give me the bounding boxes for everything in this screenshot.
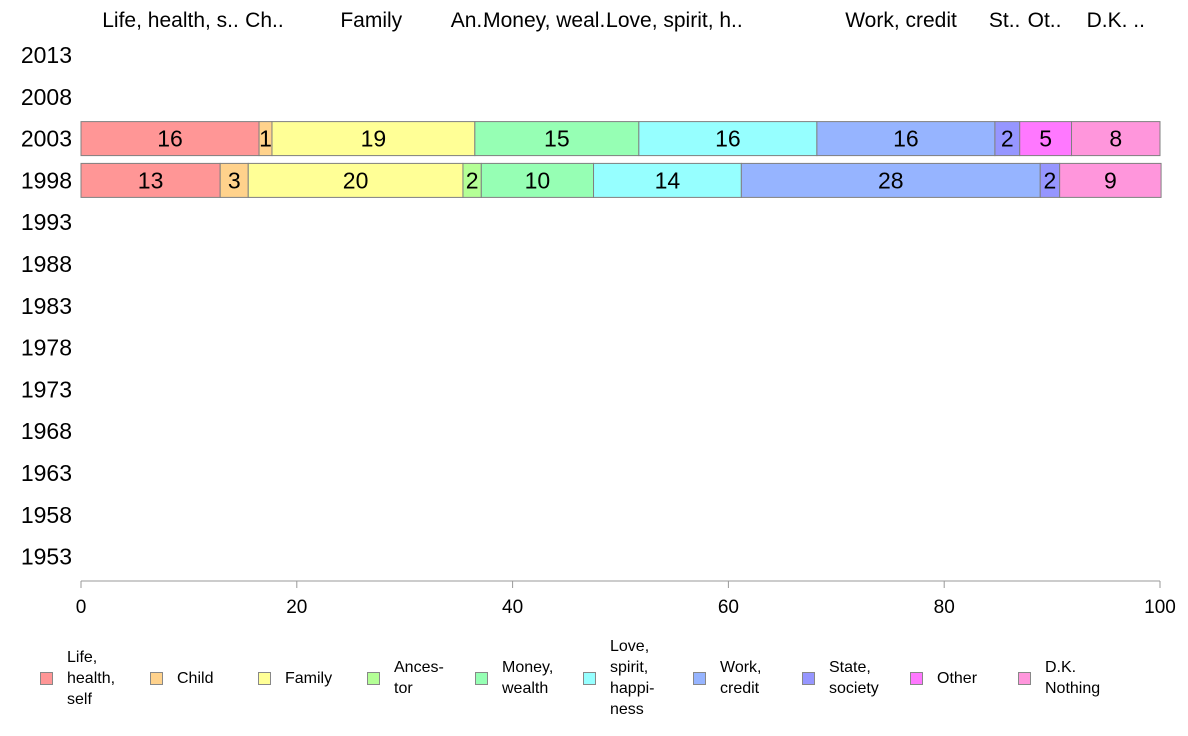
- legend-item: Life, health, self: [40, 628, 115, 728]
- year-label: 2008: [21, 84, 72, 110]
- bar-segment: [247, 162, 464, 198]
- legend-item: Love, spirit, happi- ness: [583, 628, 654, 728]
- bar-value-label: 9: [1104, 167, 1117, 193]
- bars: 16 1 19 15 16 16 2 5 813 3 20 2 10 14 28 2 9: [80, 121, 1162, 198]
- legend-swatch: [910, 671, 923, 685]
- year-label: 1998: [21, 167, 72, 193]
- bar-value-label: 1: [259, 126, 272, 152]
- year-label: 1968: [21, 418, 72, 444]
- bar-value-label: 2: [1001, 126, 1014, 152]
- year-label: 1978: [21, 335, 72, 361]
- bar-segment: [480, 162, 595, 198]
- x-axis: 0 20 40 60 80 100: [76, 580, 1176, 618]
- legend-label: Work, credit: [720, 659, 762, 697]
- bar-segment: [1071, 121, 1161, 157]
- x-tick-label: 0: [76, 597, 87, 618]
- year-label: 1983: [21, 293, 72, 319]
- column-header: Money, weal..: [483, 9, 611, 32]
- column-header: D.K. ..: [1087, 9, 1145, 32]
- legend-item: Ances- tor: [367, 628, 444, 728]
- x-tick-label: 40: [502, 597, 523, 618]
- bar-value-label: 15: [544, 126, 570, 152]
- legend-label: Other: [937, 669, 978, 687]
- bar-value-label: 28: [878, 167, 904, 193]
- bar-row-1998: 13 3 20 2 10 14 28 2 9: [80, 162, 1162, 198]
- bar-segment: [1059, 162, 1162, 198]
- legend-swatch: [258, 671, 271, 685]
- legend-item: Family: [258, 628, 332, 728]
- year-label: 1993: [21, 209, 72, 235]
- x-tick-label: 60: [718, 597, 739, 618]
- bar-value-label: 13: [138, 167, 164, 193]
- legend-swatch: [40, 671, 53, 685]
- legend-label: Love, spirit, happi- ness: [610, 638, 655, 718]
- bar-value-label: 19: [361, 126, 387, 152]
- column-header: An..: [451, 9, 488, 32]
- column-header: St..: [989, 9, 1021, 32]
- legend-label: Ances- tor: [394, 659, 444, 697]
- bar-value-label: 8: [1109, 126, 1122, 152]
- year-label: 1973: [21, 376, 72, 402]
- column-header: Ch..: [245, 9, 284, 32]
- legend-swatch: [150, 671, 163, 685]
- column-header: Love, spirit, h..: [606, 9, 743, 32]
- year-label: 2013: [21, 42, 72, 68]
- column-header: Ot..: [1028, 9, 1062, 32]
- legend-swatch: [1018, 671, 1031, 685]
- legend-item: Other: [910, 628, 977, 728]
- year-label: 1958: [21, 502, 72, 528]
- legend-swatch: [693, 671, 706, 685]
- legend: Life, health, self Child Family Ances- tor M…: [0, 628, 1188, 728]
- year-label: 1963: [21, 460, 72, 486]
- legend-item: Work, credit: [693, 628, 761, 728]
- bar-segment: [80, 162, 221, 198]
- bar-value-label: 20: [343, 167, 369, 193]
- legend-item: D.K. Nothing: [1018, 628, 1100, 728]
- bar-value-label: 16: [715, 126, 741, 152]
- bar-value-label: 16: [893, 126, 919, 152]
- bar-segment: [816, 121, 996, 157]
- bar-value-label: 3: [228, 167, 241, 193]
- bar-value-label: 14: [655, 167, 681, 193]
- column-header: Work, credit: [845, 9, 957, 32]
- column-header: Life, health, s..: [102, 9, 239, 32]
- year-axis-labels: 2013 2008 2003 1998 1993 1988 1983 1978 1973 1968…: [21, 42, 72, 570]
- x-tick-label: 100: [1144, 597, 1176, 618]
- x-tick-label: 20: [286, 597, 307, 618]
- bar-segment: [474, 121, 640, 157]
- legend-label: Money, wealth: [502, 659, 554, 697]
- legend-label: Life, health, self: [67, 648, 116, 708]
- bar-segment: [593, 162, 742, 198]
- legend-label: D.K. Nothing: [1045, 659, 1101, 697]
- column-headers: Life, health, s.. Ch.. Family An..Money, we…: [102, 9, 1145, 32]
- bar-value-label: 16: [157, 126, 183, 152]
- bar-segment: [1019, 121, 1073, 157]
- bar-value-label: 2: [1044, 167, 1057, 193]
- bar-segment: [219, 162, 249, 198]
- column-header: Family: [340, 9, 402, 32]
- legend-swatch: [802, 671, 815, 685]
- year-label: 1988: [21, 251, 72, 277]
- bar-segment: [638, 121, 818, 157]
- year-label: 1953: [21, 544, 72, 570]
- bar-value-label: 5: [1039, 126, 1052, 152]
- x-tick-label: 80: [934, 597, 955, 618]
- year-label: 2003: [21, 126, 72, 152]
- bar-segment: [740, 162, 1041, 198]
- bar-value-label: 2: [466, 167, 479, 193]
- legend-label: Child: [177, 669, 214, 687]
- legend-label: State, society: [829, 659, 879, 697]
- bar-row-2003: 16 1 19 15 16 16 2 5 8: [80, 121, 1161, 157]
- legend-swatch: [475, 671, 488, 685]
- legend-item: Money, wealth: [475, 628, 553, 728]
- stacked-bar-chart: Life, health, s.. Ch.. Family An..Money, we…: [21, 9, 1176, 618]
- legend-swatch: [367, 671, 380, 685]
- legend-item: State, society: [802, 628, 879, 728]
- bar-value-label: 10: [525, 167, 551, 193]
- legend-item: Child: [150, 628, 213, 728]
- legend-swatch: [583, 671, 596, 685]
- bar-segment: [994, 121, 1021, 157]
- legend-label: Family: [285, 669, 333, 687]
